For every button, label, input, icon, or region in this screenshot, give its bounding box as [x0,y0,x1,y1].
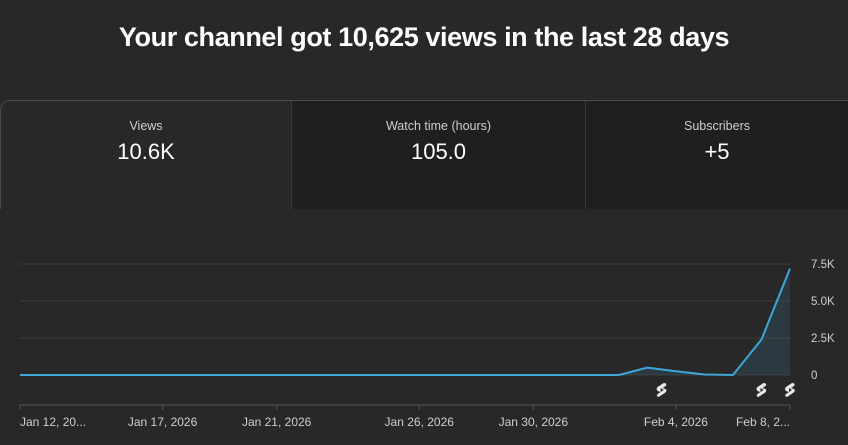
data-point [646,367,648,369]
y-tick-label: 2.5K [811,333,835,345]
shorts-icon-play [660,388,664,392]
y-tick-label: 0 [811,370,817,382]
x-tick-label: Jan 17, 2026 [128,415,198,429]
data-point [703,374,705,376]
x-tick-label: Jan 21, 2026 [242,415,312,429]
data-point [675,370,677,372]
tab-subscribers[interactable]: Subscribers +5 [585,101,848,209]
tab-subscribers-label: Subscribers [684,119,750,133]
metric-tabs: Views 10.6K Watch time (hours) 105.0 Sub… [0,101,848,209]
series-area [20,268,790,375]
data-point [618,374,620,376]
data-point [789,267,791,269]
x-tick-label: Feb 8, 2... [736,415,790,429]
shorts-icon-play [789,388,792,392]
tab-views-label: Views [129,119,163,133]
tab-views-value: 10.6K [117,139,175,164]
series-line [20,268,791,376]
data-point [732,374,734,376]
shorts-icon-play [760,388,764,392]
page-title: Your channel got 10,625 views in the las… [118,22,730,52]
tab-watch-time[interactable]: Watch time (hours) 105.0 [291,101,585,209]
y-tick-label: 5.0K [811,296,835,308]
tab-watch-time-label: Watch time (hours) [385,119,492,133]
metrics-panel: Views 10.6K Watch time (hours) 105.0 Sub… [0,100,848,445]
x-tick-label: Jan 12, 20... [20,415,86,429]
x-tick-label: Feb 4, 2026 [644,415,708,429]
shorts-icon[interactable] [656,383,667,397]
y-tick-label: 7.5K [811,259,835,271]
x-tick-label: Jan 30, 2026 [499,415,569,429]
x-tick-label: Jan 26, 2026 [385,415,455,429]
shorts-icon[interactable] [785,383,795,397]
tab-watch-time-value: 105.0 [410,139,467,164]
shorts-icon[interactable] [756,383,767,397]
tab-subscribers-value: +5 [704,139,730,164]
data-point [760,338,762,340]
data-point [19,374,21,376]
tab-views[interactable]: Views 10.6K [0,101,291,209]
